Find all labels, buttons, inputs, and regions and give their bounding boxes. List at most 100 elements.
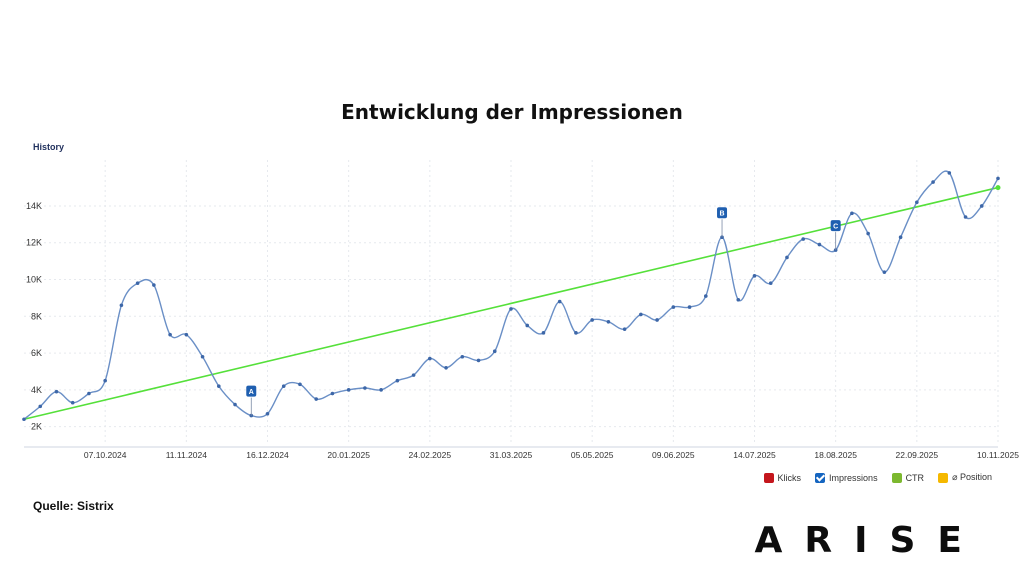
impressions-point — [752, 274, 757, 278]
x-tick-label: 14.07.2025 — [733, 450, 776, 460]
impressions-point — [639, 312, 643, 317]
annotation-marker — [830, 220, 841, 232]
x-tick-label: 22.09.2025 — [896, 450, 939, 460]
impressions-point — [298, 382, 302, 387]
impressions-point — [671, 305, 676, 309]
impressions-point — [736, 297, 741, 302]
checkbox-checked-icon[interactable] — [815, 472, 826, 483]
impressions-point — [152, 283, 156, 287]
impressions-point — [866, 231, 870, 236]
impressions-point — [541, 331, 546, 335]
x-tick-label: 24.02.2025 — [409, 450, 452, 460]
impressions-point — [996, 176, 1000, 181]
impressions-point — [346, 388, 351, 392]
impressions-point — [184, 332, 189, 337]
y-tick-label: 10K — [26, 275, 42, 285]
x-tick-label: 09.06.2025 — [652, 450, 695, 460]
impressions-point — [801, 237, 805, 241]
annotation-label: B — [720, 211, 725, 218]
impressions-point — [947, 171, 952, 175]
x-axis-ticks: 07.10.2024 11.11.2024 16.12.2024 20.01.2025… — [84, 450, 1019, 460]
impressions-point — [411, 373, 416, 377]
impressions-point — [168, 332, 172, 337]
chart-points — [22, 171, 1000, 422]
impressions-point — [38, 404, 43, 409]
chart-legend: Klicks Impressions CTR ⌀ Position — [763, 472, 992, 483]
impressions-point — [103, 378, 107, 383]
arise-logo: ARISE — [754, 520, 984, 561]
impressions-point — [87, 391, 91, 396]
impressions-point — [379, 388, 383, 392]
impressions-point — [70, 400, 75, 405]
chart-series — [23, 170, 1001, 421]
annotation-label: A — [249, 389, 254, 396]
impressions-point — [606, 320, 611, 324]
legend-item-3[interactable]: ⌀ Position — [938, 472, 992, 483]
impressions-point — [525, 323, 530, 328]
y-tick-label: 6K — [31, 348, 42, 358]
y-tick-label: 12K — [26, 238, 42, 248]
color-swatch-icon[interactable] — [891, 472, 902, 483]
impressions-point — [428, 356, 432, 361]
y-tick-label: 14K — [26, 201, 42, 211]
impressions-point — [395, 378, 400, 383]
impressions-point — [931, 180, 935, 184]
impressions-point — [687, 305, 692, 309]
impressions-point — [363, 386, 367, 390]
impressions-point — [574, 331, 578, 335]
impressions-point — [768, 281, 773, 285]
impressions-point — [54, 389, 59, 394]
impressions-point — [817, 242, 822, 247]
x-tick-label: 05.05.2025 — [571, 450, 614, 460]
impressions-point — [915, 200, 919, 205]
impressions-point — [119, 303, 124, 308]
annotation-label: C — [833, 224, 838, 231]
source-note: Quelle: Sistrix — [33, 499, 114, 513]
x-tick-label: 16.12.2024 — [246, 450, 289, 460]
legend-label: Klicks — [777, 472, 802, 483]
legend-label: CTR — [905, 472, 925, 483]
legend-label: Impressions — [829, 472, 878, 483]
legend-item-0[interactable]: Klicks — [763, 472, 802, 483]
y-axis-ticks: 2K 4K 6K 8K 10K 12K 14K — [26, 201, 42, 432]
impressions-point — [622, 327, 627, 331]
impressions-point — [590, 318, 594, 322]
legend-item-1[interactable]: Impressions — [815, 472, 878, 483]
impressions-point — [249, 413, 254, 418]
annotation-marker — [246, 385, 257, 397]
legend-item-2[interactable]: CTR — [891, 472, 925, 483]
impressions-point — [898, 235, 903, 240]
impressions-point — [476, 358, 481, 363]
impressions-point — [22, 417, 26, 422]
impressions-point — [330, 391, 335, 396]
impressions-point — [314, 397, 319, 401]
impressions-point — [444, 365, 448, 370]
impressions-point — [492, 349, 497, 354]
impressions-point — [509, 307, 513, 311]
impressions-point — [850, 211, 854, 216]
page-title: Entwicklung der Impressionen — [341, 100, 683, 124]
impressions-point — [979, 204, 984, 208]
section-label: History — [33, 142, 65, 152]
impressions-point — [233, 402, 237, 407]
impressions-point — [265, 411, 270, 416]
y-tick-label: 8K — [31, 311, 42, 321]
impressions-point — [460, 354, 465, 359]
color-swatch-icon[interactable] — [938, 472, 949, 483]
x-tick-label: 07.10.2024 — [84, 450, 127, 460]
trend-line-end — [995, 185, 1001, 191]
trend-line — [23, 186, 999, 421]
impressions-point — [655, 318, 659, 322]
x-tick-label: 31.03.2025 — [490, 450, 533, 460]
chart-grid — [24, 160, 999, 448]
x-tick-label: 10.11.2025 — [977, 450, 1019, 460]
impressions-point — [704, 294, 708, 298]
impressions-point — [200, 354, 205, 359]
chart-annotations: A B C — [246, 207, 841, 416]
x-tick-label: 18.08.2025 — [814, 450, 857, 460]
impressions-point — [281, 384, 286, 388]
impressions-point — [785, 255, 789, 260]
color-swatch-icon[interactable] — [763, 472, 774, 483]
x-tick-label: 20.01.2025 — [327, 450, 370, 460]
